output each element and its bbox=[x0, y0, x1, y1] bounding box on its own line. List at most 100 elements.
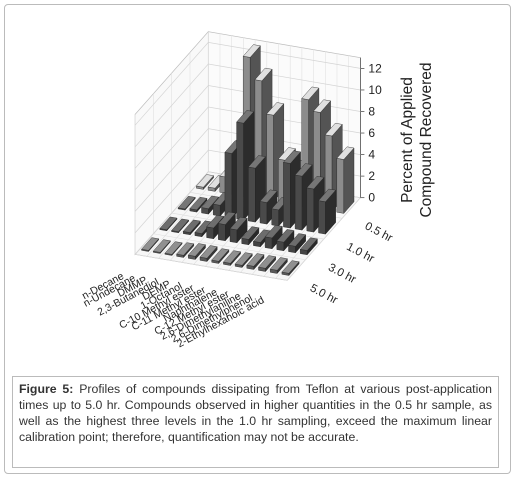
bar-top bbox=[152, 239, 171, 253]
bar-top bbox=[211, 248, 230, 262]
bar bbox=[336, 146, 355, 214]
bar bbox=[258, 255, 277, 273]
bar-front bbox=[266, 113, 274, 202]
bar-front bbox=[294, 174, 303, 231]
bar-top bbox=[242, 44, 261, 58]
bar-top bbox=[313, 99, 331, 113]
bar-top bbox=[196, 174, 214, 188]
bar bbox=[281, 260, 300, 277]
bar-front bbox=[259, 201, 268, 225]
bar-top bbox=[187, 243, 206, 257]
bar-top bbox=[306, 175, 325, 190]
bar-top bbox=[236, 110, 255, 124]
bar-front bbox=[264, 236, 273, 250]
bar-front bbox=[271, 208, 279, 227]
floor-grid bbox=[153, 233, 306, 261]
bar bbox=[234, 252, 253, 269]
bar-front bbox=[318, 200, 326, 235]
grid-line bbox=[134, 63, 361, 148]
bar-front bbox=[212, 203, 221, 217]
bar-top bbox=[177, 195, 196, 210]
bar-top bbox=[277, 147, 296, 161]
bar-top bbox=[234, 252, 253, 266]
bar-top bbox=[217, 211, 236, 225]
z-tick-label: 8 bbox=[368, 104, 375, 118]
bar-top bbox=[164, 241, 183, 255]
bar-top bbox=[171, 218, 190, 232]
bar-top bbox=[241, 226, 260, 240]
bar-top bbox=[199, 245, 218, 259]
bar-front bbox=[229, 228, 238, 244]
bar-front bbox=[248, 166, 256, 223]
bar bbox=[259, 189, 278, 225]
bar bbox=[211, 248, 230, 265]
bar-top bbox=[201, 195, 220, 209]
bar bbox=[246, 253, 265, 271]
bar bbox=[299, 237, 318, 256]
bar bbox=[141, 237, 160, 253]
bar bbox=[217, 211, 236, 242]
bar-top bbox=[283, 150, 301, 164]
bar-top bbox=[247, 155, 266, 169]
caption-text: Profiles of compounds dissipating from T… bbox=[19, 382, 492, 444]
z-tick-label: 0 bbox=[368, 191, 375, 205]
bar bbox=[223, 250, 241, 267]
series-label: 0.5 hr bbox=[363, 220, 395, 244]
bar-top bbox=[299, 237, 318, 251]
chart: 024681012n-Decanen-UndecaneDMMP2,3-Butan… bbox=[80, 30, 435, 350]
bar bbox=[164, 241, 183, 257]
bar-top bbox=[301, 86, 320, 100]
bar-top bbox=[276, 229, 295, 243]
bar-top bbox=[269, 257, 288, 271]
bar-top bbox=[182, 219, 201, 233]
bar-front bbox=[276, 240, 284, 252]
bar-top bbox=[176, 242, 195, 256]
z-tick-label: 12 bbox=[368, 61, 382, 75]
bar-top bbox=[206, 214, 225, 229]
bar bbox=[318, 188, 337, 235]
bar bbox=[288, 233, 307, 254]
bar-top bbox=[281, 260, 300, 274]
bar-top bbox=[259, 189, 278, 203]
z-tick-label: 6 bbox=[368, 126, 375, 140]
z-tick-label: 4 bbox=[368, 148, 375, 162]
bar bbox=[264, 224, 283, 250]
bar bbox=[229, 216, 248, 244]
bar-top bbox=[223, 250, 241, 264]
bar bbox=[269, 257, 288, 275]
bar bbox=[152, 239, 171, 255]
figure-frame bbox=[4, 4, 511, 474]
series-label: 1.0 hr bbox=[344, 241, 376, 265]
bar bbox=[177, 195, 196, 211]
bar-front bbox=[224, 152, 233, 219]
bar-top bbox=[229, 216, 248, 231]
bar-top bbox=[246, 253, 265, 267]
bar-front bbox=[206, 226, 214, 240]
bar-top bbox=[189, 196, 208, 211]
caption-label: Figure 5: bbox=[19, 382, 74, 396]
bar-front bbox=[236, 121, 244, 221]
bar bbox=[182, 219, 201, 236]
bar bbox=[159, 216, 178, 232]
bar bbox=[187, 243, 206, 261]
bar bbox=[241, 226, 260, 246]
z-axis-title: Compound Recovered bbox=[418, 62, 435, 217]
bar-top bbox=[294, 163, 313, 177]
bar-top bbox=[141, 237, 160, 251]
z-axis-title: Percent of Applied bbox=[399, 77, 416, 203]
bar-front bbox=[218, 223, 226, 242]
grid-line bbox=[134, 42, 361, 126]
bars bbox=[141, 44, 355, 277]
bar-top bbox=[324, 122, 343, 137]
bar bbox=[196, 174, 214, 190]
bar-top bbox=[258, 255, 277, 269]
z-tick-label: 2 bbox=[368, 169, 375, 183]
floor-grid bbox=[135, 254, 288, 281]
bar-front bbox=[283, 162, 291, 229]
bar-front bbox=[306, 187, 314, 233]
bar-top bbox=[159, 216, 178, 230]
bar bbox=[176, 242, 195, 259]
series-label: 3.0 hr bbox=[326, 262, 358, 286]
bar-top bbox=[318, 188, 337, 203]
bar bbox=[171, 218, 190, 234]
